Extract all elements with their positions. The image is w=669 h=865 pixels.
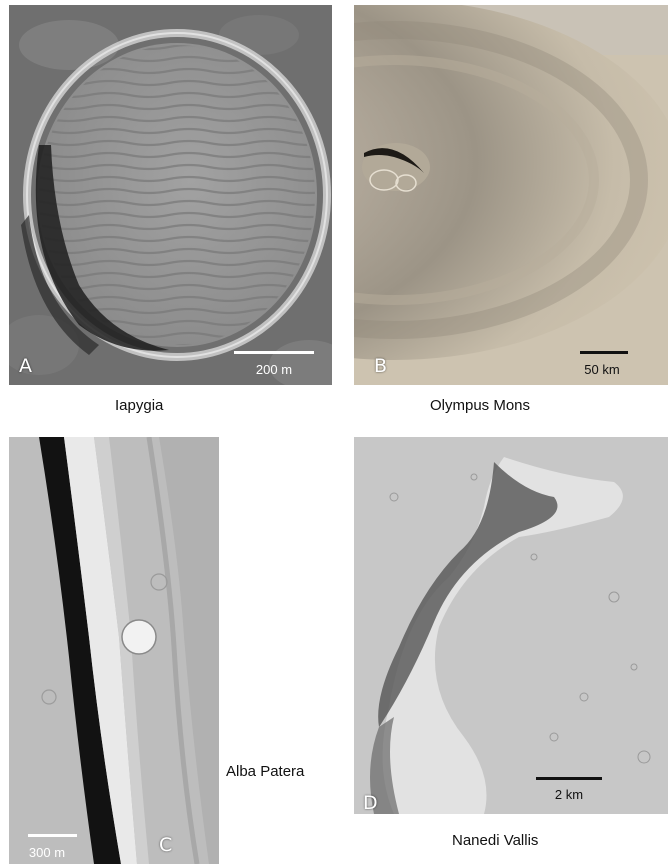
scale-bar-a [234,351,314,354]
shield-volcano-image [354,5,668,385]
graben-trough-image [9,437,219,864]
sinuous-valley-image [354,437,668,814]
crater-with-dunes-image [9,5,332,385]
scale-bar-c [28,834,77,837]
scale-bar-d [536,777,602,780]
panel-d-image [354,437,668,814]
panel-letter-b: B [374,355,388,377]
panel-letter-d: D [363,792,378,814]
scale-bar-b [580,351,628,354]
scale-label-d: 2 km [554,787,584,802]
scale-label-a: 200 m [255,362,293,377]
panel-b-image [354,5,668,385]
caption-alba-patera: Alba Patera [226,763,305,780]
caption-nanedi-vallis: Nanedi Vallis [452,832,539,849]
panel-c-image [9,437,219,864]
panel-a-image [9,5,332,385]
panel-letter-a: A [19,355,32,377]
caption-iapygia: Iapygia [115,397,164,414]
panel-letter-c: C [159,834,173,856]
scale-label-b: 50 km [584,362,620,377]
scale-label-c: 300 m [28,845,66,860]
caption-olympus-mons: Olympus Mons [430,397,531,414]
